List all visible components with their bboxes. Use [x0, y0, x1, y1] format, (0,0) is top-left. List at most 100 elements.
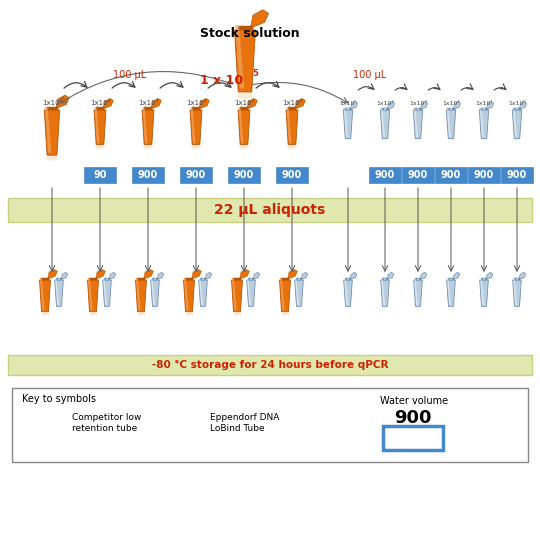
Text: 900: 900: [234, 170, 254, 180]
Bar: [233, 278, 241, 280]
Polygon shape: [50, 408, 59, 435]
Bar: [514, 108, 521, 110]
Polygon shape: [487, 102, 494, 109]
Circle shape: [453, 278, 454, 280]
Circle shape: [350, 108, 352, 110]
Polygon shape: [480, 110, 489, 139]
Circle shape: [518, 278, 521, 280]
Ellipse shape: [104, 307, 110, 310]
Circle shape: [347, 278, 349, 280]
Polygon shape: [142, 110, 154, 145]
Circle shape: [109, 278, 110, 280]
Bar: [448, 278, 454, 280]
Polygon shape: [56, 95, 69, 108]
Text: 1x10⁰: 1x10⁰: [508, 101, 526, 106]
Polygon shape: [447, 280, 455, 306]
Circle shape: [250, 278, 252, 280]
Polygon shape: [512, 110, 522, 139]
Polygon shape: [199, 280, 207, 306]
Polygon shape: [158, 273, 164, 279]
FancyBboxPatch shape: [435, 167, 467, 183]
Text: 1x10¹: 1x10¹: [475, 101, 493, 106]
Ellipse shape: [152, 307, 158, 310]
Polygon shape: [199, 99, 210, 109]
Bar: [288, 108, 296, 110]
Polygon shape: [136, 280, 146, 312]
Ellipse shape: [514, 307, 520, 310]
Polygon shape: [151, 278, 155, 305]
Ellipse shape: [287, 146, 296, 149]
Bar: [381, 108, 388, 110]
Polygon shape: [414, 108, 418, 137]
Bar: [185, 278, 193, 280]
Text: Eppendorf DNA
LoBind Tube: Eppendorf DNA LoBind Tube: [210, 412, 279, 433]
Text: Stock solution: Stock solution: [200, 27, 300, 40]
FancyBboxPatch shape: [84, 167, 116, 183]
Circle shape: [417, 278, 419, 280]
Circle shape: [205, 278, 206, 280]
Bar: [345, 278, 351, 280]
Polygon shape: [351, 102, 357, 109]
Polygon shape: [39, 280, 50, 312]
Bar: [56, 278, 62, 280]
Circle shape: [485, 278, 488, 280]
Text: 900: 900: [375, 170, 395, 180]
Ellipse shape: [46, 156, 58, 160]
Bar: [104, 278, 110, 280]
Circle shape: [47, 278, 49, 280]
Ellipse shape: [233, 313, 241, 316]
Ellipse shape: [96, 146, 105, 149]
Polygon shape: [151, 99, 161, 109]
Circle shape: [143, 278, 145, 280]
Bar: [200, 278, 206, 280]
FancyBboxPatch shape: [132, 167, 164, 183]
Polygon shape: [421, 102, 428, 109]
Polygon shape: [184, 278, 188, 310]
Polygon shape: [253, 273, 260, 279]
Ellipse shape: [448, 140, 454, 143]
Polygon shape: [44, 110, 60, 155]
Text: 100 μL: 100 μL: [353, 70, 387, 80]
Text: Competitor low
retention tube: Competitor low retention tube: [72, 412, 141, 433]
Text: 1 x 10: 1 x 10: [200, 73, 243, 87]
Polygon shape: [144, 270, 153, 279]
Ellipse shape: [51, 435, 58, 438]
Circle shape: [202, 278, 204, 280]
Circle shape: [384, 278, 386, 280]
Ellipse shape: [415, 140, 421, 143]
Polygon shape: [110, 273, 116, 279]
Text: 90: 90: [93, 170, 107, 180]
Bar: [41, 278, 49, 280]
Polygon shape: [232, 280, 242, 312]
Polygon shape: [103, 278, 107, 305]
Polygon shape: [234, 30, 255, 92]
Polygon shape: [295, 280, 303, 306]
Polygon shape: [206, 273, 212, 279]
Ellipse shape: [239, 146, 248, 149]
Circle shape: [301, 278, 302, 280]
Circle shape: [198, 108, 201, 110]
Polygon shape: [380, 110, 390, 139]
Polygon shape: [280, 280, 291, 312]
Ellipse shape: [481, 307, 487, 310]
FancyBboxPatch shape: [369, 167, 401, 183]
Polygon shape: [40, 278, 45, 310]
Text: Water volume: Water volume: [380, 396, 448, 406]
Ellipse shape: [296, 307, 302, 310]
Polygon shape: [519, 273, 526, 279]
Polygon shape: [94, 108, 99, 143]
Circle shape: [420, 278, 421, 280]
Polygon shape: [238, 110, 250, 145]
FancyBboxPatch shape: [402, 167, 434, 183]
FancyBboxPatch shape: [276, 167, 308, 183]
Text: 1x10⁰: 1x10⁰: [282, 100, 302, 106]
FancyBboxPatch shape: [50, 397, 60, 407]
Ellipse shape: [185, 313, 193, 316]
Circle shape: [150, 108, 153, 110]
Bar: [152, 278, 158, 280]
Ellipse shape: [345, 140, 352, 143]
Text: -80 °C storage for 24 hours before qPCR: -80 °C storage for 24 hours before qPCR: [152, 360, 388, 370]
Polygon shape: [301, 273, 308, 279]
Bar: [192, 407, 198, 408]
Polygon shape: [199, 278, 203, 305]
